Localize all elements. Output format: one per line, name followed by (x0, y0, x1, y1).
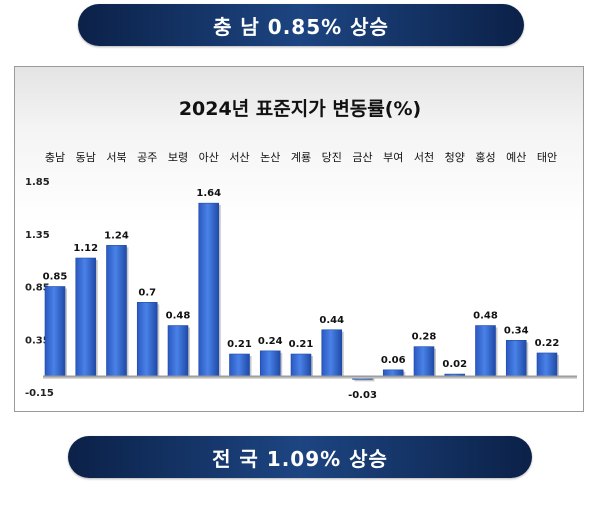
category-label: 서천 (414, 150, 434, 164)
value-label: 1.24 (104, 230, 129, 241)
region-change-banner: 충 남 0.85% 상승 (78, 4, 524, 46)
category-label: 홍성 (475, 150, 495, 164)
category-label: 금산 (352, 151, 372, 164)
category-label: 부여 (383, 151, 403, 164)
bar (136, 302, 158, 377)
bar (536, 352, 558, 377)
y-tick-label: 1.35 (25, 230, 50, 241)
category-label: 서산 (229, 151, 249, 164)
bar (44, 286, 66, 377)
bar (475, 325, 496, 377)
value-label: 0.7 (138, 287, 156, 298)
value-label: 0.48 (166, 311, 191, 322)
y-tick-label: 1.85 (25, 177, 50, 188)
value-label: 0.21 (289, 339, 314, 350)
value-label: 0.02 (442, 359, 467, 370)
x-axis-labels: 충남 동남 서북 공주 보령 아산 서산 논산 계룡 당진 금산 부여 서천 청양 홍성 예산 태안 (45, 150, 557, 164)
value-label: 0.28 (412, 332, 437, 343)
category-label: 공주 (137, 151, 157, 164)
category-label: 충남 (45, 151, 65, 164)
bar (413, 346, 435, 377)
bar (198, 202, 220, 377)
value-label: -0.03 (348, 390, 377, 401)
bars (44, 202, 559, 382)
chart-title: 2024년 표준지가 변동률(%) (179, 98, 421, 120)
category-label: 청양 (445, 151, 465, 164)
category-label: 아산 (199, 151, 219, 164)
national-change-banner: 전 국 1.09% 상승 (68, 436, 532, 478)
bar (167, 325, 189, 377)
value-label: 0.48 (473, 311, 498, 322)
category-label: 보령 (168, 151, 188, 164)
bar-shadow (354, 378, 375, 382)
category-label: 서북 (106, 151, 126, 164)
bar (505, 340, 527, 377)
y-tick-label: -0.15 (25, 388, 54, 399)
value-label: 0.22 (535, 338, 560, 349)
bar (106, 245, 127, 377)
value-label: 1.64 (196, 188, 221, 199)
bar (290, 353, 312, 377)
national-change-text: 전 국 1.09% 상승 (212, 446, 388, 471)
value-label: 0.34 (504, 325, 529, 336)
category-label: 당진 (322, 151, 342, 164)
region-change-text: 충 남 0.85% 상승 (213, 14, 389, 39)
category-label: 태안 (537, 151, 557, 164)
value-label: 0.06 (381, 355, 406, 366)
bar (229, 353, 250, 377)
y-axis-labels: 1.85 1.35 0.85 0.35 -0.15 (25, 177, 54, 399)
bar (75, 257, 97, 377)
value-labels: 0.85 1.12 1.24 0.7 0.48 1.64 0.21 0.24 0.21 0.44 -… (43, 188, 560, 401)
category-label: 동남 (76, 151, 96, 164)
bar (382, 369, 404, 377)
value-label: 0.85 (43, 272, 68, 283)
category-label: 논산 (260, 151, 280, 164)
y-tick-label: 0.35 (25, 335, 50, 346)
value-label: 0.21 (227, 339, 252, 350)
chart-frame: 2024년 표준지가 변동률(%) 1.85 1.35 0.85 0.35 -0.15 … (14, 66, 584, 412)
category-label: 계룡 (291, 151, 311, 164)
bar (321, 329, 343, 377)
category-label: 예산 (506, 151, 526, 164)
y-tick-label: 0.85 (25, 283, 50, 294)
bar (259, 350, 281, 377)
value-label: 1.12 (73, 243, 98, 254)
value-label: 0.24 (258, 336, 283, 347)
bar-chart: 2024년 표준지가 변동률(%) 1.851.350.850.35-0.15 … (25, 98, 577, 401)
value-label: 0.44 (319, 315, 344, 326)
